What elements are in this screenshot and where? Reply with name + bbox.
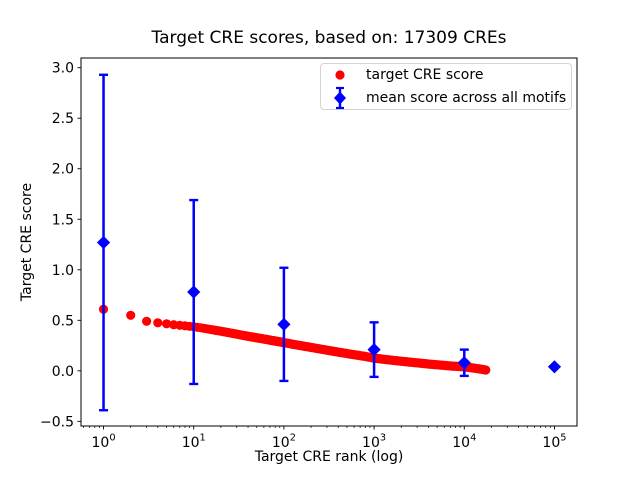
x-tick-label: 101 [182, 433, 206, 452]
red-circle-marker-icon [325, 66, 355, 84]
blue-diamond-errorbar-marker-icon [325, 86, 355, 110]
y-tick-label: 1.5 [52, 212, 74, 228]
legend-entry-mean-score: mean score across all motifs [321, 86, 571, 110]
chart-title: Target CRE scores, based on: 17309 CREs [151, 28, 507, 48]
red-data-point [142, 316, 152, 326]
blue-diamond-data-point [367, 343, 381, 357]
plot-frame [80, 57, 578, 427]
red-circle-marker-glyph [335, 70, 345, 80]
blue-diamond-data-point [547, 360, 562, 374]
x-tick-label: 104 [452, 433, 476, 452]
blue-diamond-data-point [457, 356, 471, 370]
x-axis-label: Target CRE rank (log) [254, 449, 404, 465]
blue-diamond-data-point [277, 317, 291, 331]
target-cre-score-series [98, 304, 491, 375]
legend-entry-target-cre-score: target CRE score [321, 64, 571, 86]
blue-diamond-data-point [96, 235, 111, 250]
y-tick-label: −0.5 [40, 414, 74, 430]
y-tick-label: 0.5 [52, 313, 74, 329]
x-tick-label: 102 [272, 433, 296, 452]
mean-score-series [96, 73, 562, 412]
red-data-point [162, 319, 172, 329]
blue-diamond-data-point [187, 285, 201, 299]
x-tick-label: 103 [362, 433, 386, 452]
y-axis-label: Target CRE score [19, 182, 35, 302]
x-tick-label: 105 [542, 433, 566, 452]
legend-blue-diamond [334, 91, 346, 105]
blue-diamond-marker-glyph [334, 86, 346, 110]
red-data-point [153, 318, 163, 328]
y-tick-label: 0.0 [52, 364, 74, 380]
legend-red-dot [335, 70, 345, 80]
x-tick-label: 100 [92, 433, 116, 452]
legend: target CRE score mean score across all m… [320, 63, 572, 110]
red-data-point [481, 365, 491, 375]
legend-label-mean-score: mean score across all motifs [366, 90, 567, 106]
legend-label-target-cre-score: target CRE score [366, 67, 484, 83]
red-data-point [126, 310, 136, 320]
y-tick-label: 1.0 [52, 263, 74, 279]
y-tick-label: 3.0 [52, 61, 74, 77]
x-axis-ticks: 100 101 102 103 104 105 [83, 426, 566, 452]
y-tick-label: 2.5 [52, 111, 74, 127]
y-axis-ticks: −0.5 0.0 0.5 1.0 1.5 2.0 2.5 3.0 [40, 61, 81, 430]
y-tick-label: 2.0 [52, 162, 74, 178]
